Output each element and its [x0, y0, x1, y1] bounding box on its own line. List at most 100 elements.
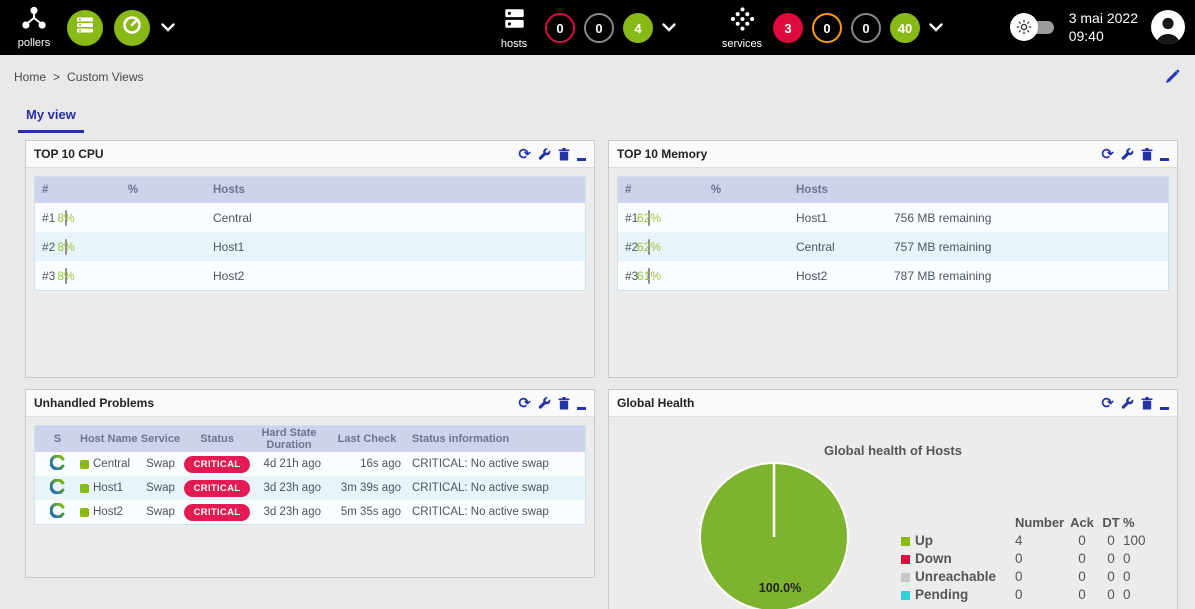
trash-icon[interactable] [558, 396, 570, 410]
hard-state-duration: 3d 23h ago [263, 506, 321, 518]
pollers-chevron-down-icon[interactable] [161, 19, 175, 37]
host-name[interactable]: Host1 [93, 482, 124, 494]
hosts-down-counter[interactable]: 0 [545, 13, 575, 43]
wrench-icon[interactable] [538, 147, 551, 161]
services-icon [730, 6, 755, 36]
service-name[interactable]: Swap [146, 506, 175, 518]
breadcrumb-custom-views[interactable]: Custom Views [67, 70, 144, 84]
pollers-menu[interactable]: pollers [12, 6, 56, 49]
minimize-icon[interactable] [577, 148, 586, 161]
services-warning-counter[interactable]: 0 [812, 13, 842, 43]
hosts-chevron-down-icon[interactable] [662, 19, 676, 37]
host-up-status-square [80, 459, 89, 469]
problems-table-header: S Host Name Service Status Hard State Du… [35, 426, 585, 452]
hosts-label: hosts [500, 37, 528, 50]
hosts-menu[interactable]: hosts [492, 7, 536, 50]
host-name: Host2 [796, 268, 828, 283]
tabbar: My view [0, 97, 1195, 135]
panel-title: Unhandled Problems [34, 396, 155, 410]
panel-global-health: Global Health ⟳ Global health of Hosts 1… [608, 389, 1178, 609]
last-check: 5m 35s ago [340, 506, 401, 518]
trash-icon[interactable] [558, 147, 570, 161]
trash-icon[interactable] [1141, 396, 1153, 410]
theme-toggle[interactable] [1009, 13, 1056, 41]
refresh-icon[interactable]: ⟳ [518, 394, 531, 412]
refresh-icon[interactable]: ⟳ [1101, 394, 1114, 412]
memory-remaining: 787 MB remaining [894, 268, 992, 283]
status-information: CRITICAL: No active swap [412, 458, 549, 470]
wrench-icon[interactable] [538, 396, 551, 410]
services-menu[interactable]: services [720, 6, 764, 50]
tab-my-view[interactable]: My view [18, 105, 84, 133]
pie-slice-label: 100.0% [758, 581, 802, 595]
date-text: 3 mai 2022 [1068, 10, 1138, 26]
refresh-icon[interactable]: ⟳ [518, 145, 531, 163]
legend-down-swatch [901, 555, 910, 564]
host-name: Host1 [796, 210, 828, 225]
services-unknown-counter[interactable]: 0 [851, 13, 881, 43]
memory-table: # % Hosts #1 62% Host1 756 MB remaining … [617, 176, 1169, 291]
panel-title: TOP 10 Memory [617, 147, 708, 161]
host-name: Host1 [213, 239, 245, 254]
breadcrumb-home[interactable]: Home [14, 70, 47, 84]
memory-remaining: 757 MB remaining [894, 239, 992, 254]
minimize-icon[interactable] [1160, 148, 1169, 161]
poller-list-button[interactable] [67, 9, 103, 46]
panel-title: TOP 10 CPU [34, 147, 104, 161]
legend-unreachable-swatch [901, 573, 910, 582]
edit-pencil-icon[interactable] [1164, 68, 1181, 90]
cpu-bar: 8% [57, 267, 75, 284]
cpu-row: #2 8% Host1 [35, 232, 585, 261]
hosts-up-counter[interactable]: 4 [623, 13, 653, 43]
hosts-unreachable-counter[interactable]: 0 [584, 13, 614, 43]
services-ok-counter[interactable]: 40 [890, 13, 920, 43]
pollers-icon [21, 6, 47, 35]
centreon-logo-icon[interactable] [35, 454, 80, 473]
wrench-icon[interactable] [1121, 396, 1134, 410]
legend-label: Down [915, 551, 952, 566]
problem-row: Central Swap CRITICAL 4d 21h ago 16s ago… [35, 452, 585, 476]
global-health-body: Global health of Hosts 100.0% Number Ack… [609, 417, 1177, 609]
status-badge: CRITICAL [183, 455, 251, 473]
legend-up-swatch [901, 537, 910, 546]
host-name: Host2 [213, 268, 245, 283]
trash-icon[interactable] [1141, 147, 1153, 161]
last-check: 16s ago [360, 458, 401, 470]
memory-table-header: # % Hosts [618, 177, 1168, 203]
host-name[interactable]: Central [93, 458, 131, 470]
services-chevron-down-icon[interactable] [929, 19, 943, 37]
cpu-bar: 8% [57, 238, 75, 255]
minimize-icon[interactable] [1160, 397, 1169, 410]
problems-table: S Host Name Service Status Hard State Du… [34, 425, 586, 525]
host-name[interactable]: Host2 [93, 506, 124, 518]
pollers-label: pollers [17, 37, 51, 49]
health-legend: Number Ack DT % Up 4 0 0 100 Down 0 0 0 … [901, 515, 1159, 604]
legend-pending-swatch [901, 591, 910, 600]
service-name[interactable]: Swap [146, 458, 175, 470]
latency-gauge-button[interactable] [114, 9, 150, 46]
legend-label: Unreachable [915, 569, 997, 584]
cpu-table-header: # % Hosts [35, 177, 585, 203]
memory-row: #1 62% Host1 756 MB remaining [618, 203, 1168, 232]
services-critical-counter[interactable]: 3 [773, 13, 803, 43]
centreon-logo-icon[interactable] [35, 478, 80, 497]
cpu-bar: 8% [57, 209, 75, 226]
wrench-icon[interactable] [1121, 147, 1134, 161]
panel-top10-memory-header: TOP 10 Memory ⟳ [609, 141, 1177, 168]
memory-bar: 61% [636, 267, 662, 284]
minimize-icon[interactable] [577, 397, 586, 410]
legend-label: Up [915, 533, 933, 548]
hosts-health-pie-chart [692, 455, 856, 609]
refresh-icon[interactable]: ⟳ [1101, 145, 1114, 163]
status-information: CRITICAL: No active swap [412, 506, 549, 518]
panel-top10-cpu: TOP 10 CPU ⟳ # % Hosts #1 8% Central [25, 140, 595, 378]
panel-top10-memory: TOP 10 Memory ⟳ # % Hosts #1 62% Hos [608, 140, 1178, 378]
topbar: pollers [0, 0, 1195, 55]
service-name[interactable]: Swap [146, 482, 175, 494]
services-label: services [721, 38, 763, 50]
centreon-logo-icon[interactable] [35, 502, 80, 521]
breadcrumb-separator: > [53, 70, 61, 84]
gauge-icon [121, 14, 143, 41]
memory-bar: 62% [636, 238, 662, 255]
user-avatar[interactable] [1151, 10, 1185, 44]
